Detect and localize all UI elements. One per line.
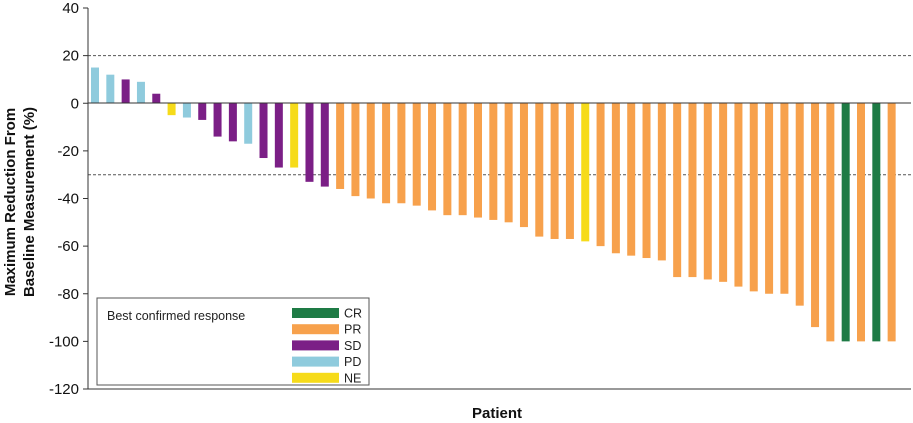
bar-pr	[596, 103, 605, 247]
bar-ne	[167, 103, 176, 116]
legend-label-sd: SD	[344, 339, 361, 353]
y-tick-label: -100	[49, 333, 79, 350]
legend-label-pr: PR	[344, 323, 361, 337]
y-ticks-group: 40 20 0 -20 -40 -60 -80 -100 -120	[49, 0, 88, 398]
legend-entries: CR PR SD PD NE	[292, 307, 362, 385]
bar-pr	[458, 103, 467, 216]
bar-pr	[642, 103, 651, 259]
bar-pr	[688, 103, 697, 278]
bar-ne	[581, 103, 590, 242]
bar-sd	[274, 103, 283, 168]
bar-pr	[443, 103, 452, 216]
legend-label-ne: NE	[344, 371, 361, 385]
bar-pr	[504, 103, 513, 223]
y-tick-label: 20	[62, 48, 79, 65]
bar-sd	[152, 93, 161, 104]
legend-swatch-pr	[292, 324, 339, 335]
bar-cr	[872, 103, 881, 342]
bar-pr	[366, 103, 375, 199]
legend-title: Best confirmed response	[107, 309, 245, 323]
y-axis-title-line-1: Maximum Reduction From	[2, 108, 19, 296]
bar-cr	[841, 103, 850, 342]
bar-pr	[780, 103, 789, 294]
bars-group	[91, 67, 896, 342]
bar-pr	[811, 103, 820, 328]
legend: Best confirmed response CR PR SD PD NE	[96, 297, 370, 386]
bar-pr	[550, 103, 559, 239]
bar-pr	[734, 103, 743, 287]
legend-label-pd: PD	[344, 355, 361, 369]
bar-pr	[565, 103, 574, 239]
bar-sd	[121, 79, 130, 104]
bar-pr	[519, 103, 528, 228]
legend-swatch-ne	[292, 372, 339, 383]
y-axis-title-line-2: Baseline Measurement (%)	[21, 107, 38, 297]
legend-swatch-sd	[292, 340, 339, 351]
bar-pr	[887, 103, 896, 342]
bar-pr	[795, 103, 804, 306]
bar-ne	[290, 103, 299, 168]
reference-lines	[88, 55, 911, 176]
bar-sd	[198, 103, 207, 120]
legend-swatch-cr	[292, 308, 339, 318]
bar-pd	[91, 67, 99, 104]
legend-label-cr: CR	[344, 307, 362, 321]
bar-pr	[611, 103, 620, 254]
bar-pr	[336, 103, 345, 189]
bar-sd	[259, 103, 268, 159]
bar-pr	[351, 103, 360, 197]
bar-pr	[397, 103, 406, 204]
y-tick-label: 40	[62, 0, 79, 17]
bar-sd	[320, 103, 329, 187]
y-tick-label: -120	[49, 381, 79, 398]
y-tick-label: 0	[71, 95, 79, 112]
bar-pr	[765, 103, 774, 294]
bar-pr	[535, 103, 544, 237]
bar-pr	[826, 103, 835, 342]
bar-sd	[228, 103, 237, 142]
bar-pr	[489, 103, 498, 220]
bar-pr	[428, 103, 437, 211]
bar-sd	[213, 103, 222, 137]
bar-pr	[382, 103, 391, 204]
bar-pd	[182, 103, 191, 118]
bar-pr	[657, 103, 666, 261]
bar-sd	[305, 103, 314, 182]
bar-pr	[474, 103, 482, 218]
bar-pr	[719, 103, 728, 282]
y-tick-label: -40	[57, 191, 79, 208]
bar-pr	[627, 103, 636, 256]
x-axis-title: Patient	[472, 405, 522, 422]
bar-pd	[136, 81, 145, 104]
y-tick-label: -20	[57, 143, 79, 160]
bar-pr	[703, 103, 712, 280]
y-tick-label: -60	[57, 238, 79, 255]
bar-pr	[412, 103, 421, 206]
legend-swatch-pd	[292, 356, 339, 367]
bar-pr	[673, 103, 682, 278]
y-tick-label: -80	[57, 286, 79, 303]
bar-pd	[244, 103, 253, 144]
bar-pd	[106, 74, 115, 104]
bar-pr	[857, 103, 865, 342]
bar-pr	[749, 103, 758, 292]
